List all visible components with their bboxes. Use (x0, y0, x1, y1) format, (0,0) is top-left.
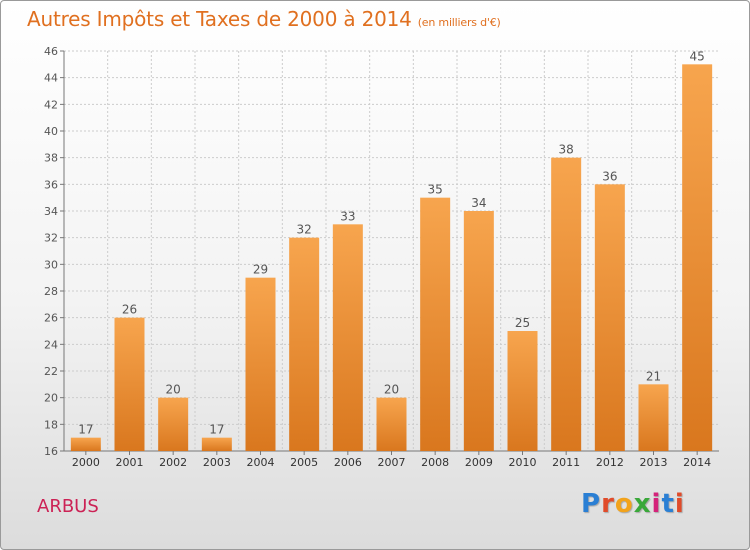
bar (332, 224, 363, 451)
bar (507, 331, 538, 451)
y-tick-label: 44 (44, 72, 58, 85)
data-label: 20 (166, 383, 181, 397)
bar (682, 64, 713, 452)
data-label: 32 (297, 223, 312, 237)
x-tick-label: 2011 (552, 456, 580, 469)
chart-subtitle: (en milliers d'€) (417, 16, 501, 29)
bar (420, 197, 451, 451)
chart-title: Autres Impôts et Taxes de 2000 à 2014 (en… (27, 7, 501, 31)
y-tick-label: 30 (44, 258, 58, 271)
logo-letter: i (651, 489, 662, 519)
data-label: 35 (428, 183, 443, 197)
data-label: 20 (384, 383, 399, 397)
logo-letter: i (674, 489, 685, 519)
labels: 17 2000 26 2001 20 2002 17 2003 29 2004 32 2005 33 20… (72, 49, 711, 469)
data-label: 17 (209, 423, 224, 437)
y-tick-label: 36 (44, 178, 58, 191)
commune-name: ARBUS (37, 496, 99, 517)
data-label: 21 (646, 369, 661, 383)
x-tick-label: 2003 (203, 456, 231, 469)
y-tick-label: 18 (44, 418, 58, 431)
bar (376, 397, 407, 451)
data-label: 26 (122, 303, 137, 317)
y-tick-label: 20 (44, 392, 58, 405)
logo-letter: x (633, 489, 652, 519)
x-tick-label: 2002 (159, 456, 187, 469)
x-tick-label: 2009 (465, 456, 493, 469)
x-tick-label: 2006 (334, 456, 362, 469)
x-tick-label: 2013 (640, 456, 668, 469)
bar (289, 237, 320, 451)
logo-letter: t (661, 489, 675, 519)
x-tick-label: 2014 (683, 456, 711, 469)
y-tick-label: 34 (44, 205, 58, 218)
x-tick-label: 2008 (421, 456, 449, 469)
chart-title-text: Autres Impôts et Taxes de 2000 à 2014 (27, 7, 412, 31)
bar (551, 157, 582, 451)
y-tick-label: 38 (44, 152, 58, 165)
logo-letter: P (581, 489, 602, 519)
x-tick-label: 2012 (596, 456, 624, 469)
x-tick-label: 2005 (290, 456, 318, 469)
data-label: 17 (78, 423, 93, 437)
y-tick-label: 32 (44, 232, 58, 245)
data-label: 38 (559, 143, 574, 157)
x-tick-label: 2000 (72, 456, 100, 469)
bar (158, 397, 189, 451)
y-tick-label: 40 (44, 125, 58, 138)
logo-letter: o (614, 489, 634, 519)
data-label: 33 (340, 209, 355, 223)
logo-letter: r (601, 489, 615, 519)
x-tick-label: 2004 (247, 456, 275, 469)
bar (201, 437, 232, 451)
y-tick-label: 22 (44, 365, 58, 378)
data-label: 45 (690, 49, 705, 63)
y-tick-label: 42 (44, 98, 58, 111)
x-tick-label: 2007 (378, 456, 406, 469)
y-tick-label: 28 (44, 285, 58, 298)
bar (245, 277, 276, 451)
bar (638, 384, 669, 451)
proxiti-logo[interactable]: Proxiti (581, 489, 685, 519)
x-tick-label: 2001 (116, 456, 144, 469)
bar (463, 211, 494, 451)
bar (114, 317, 145, 451)
data-label: 29 (253, 263, 268, 277)
data-label: 36 (602, 169, 617, 183)
bars (70, 64, 713, 452)
data-label: 34 (471, 196, 486, 210)
bar (594, 184, 625, 452)
y-tick-label: 24 (44, 338, 58, 351)
y-tick-label: 46 (44, 45, 58, 58)
y-tick-label: 16 (44, 445, 58, 458)
y-tick-label: 26 (44, 312, 58, 325)
bar (70, 437, 101, 451)
x-tick-label: 2010 (509, 456, 537, 469)
data-label: 25 (515, 316, 530, 330)
